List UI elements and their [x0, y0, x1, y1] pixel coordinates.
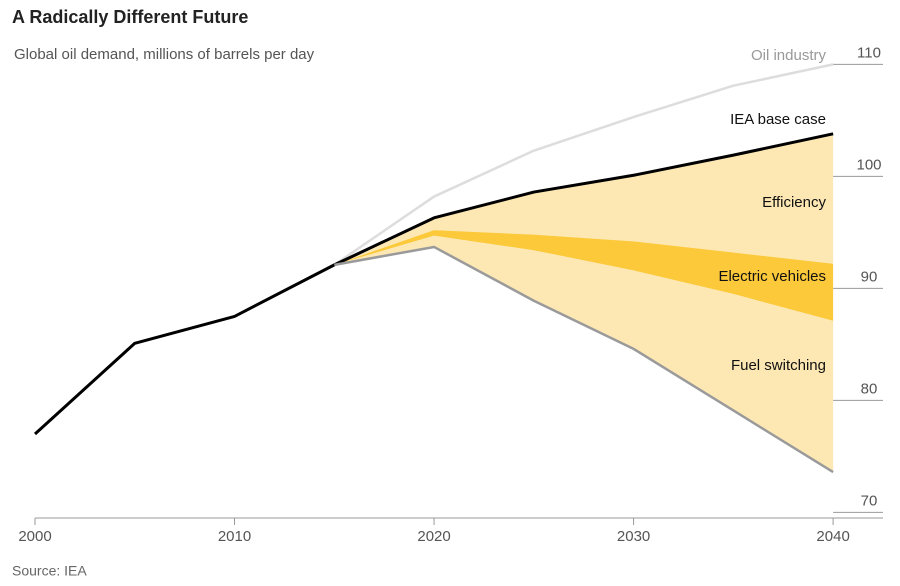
band [334, 133, 834, 265]
y-tick-label: 110 [857, 44, 881, 61]
y-tick-label: 70 [861, 492, 878, 509]
band [334, 230, 834, 321]
x-tick-label: 2040 [816, 528, 849, 545]
x-tick-label: 2010 [218, 528, 251, 545]
series-label: Electric vehicles [718, 268, 826, 285]
x-tick-label: 2000 [18, 528, 51, 545]
source: Source: IEA [12, 563, 87, 579]
line [33, 132, 834, 436]
line [334, 245, 834, 474]
y-tick-label: 80 [861, 380, 878, 397]
x-tick-label: 2030 [617, 528, 650, 545]
series-label: IEA base case [730, 111, 826, 128]
chart-subtitle: Global oil demand, millions of barrels p… [14, 46, 315, 63]
y-tick-label: 100 [856, 156, 881, 173]
x-tick-label: 2020 [417, 528, 450, 545]
chart-title: A Radically Different Future [12, 7, 248, 27]
band [334, 235, 834, 473]
line [333, 63, 834, 266]
series-label: Oil industry [751, 47, 827, 64]
series-label: Fuel switching [731, 357, 826, 374]
y-tick-label: 90 [861, 268, 878, 285]
series-label: Efficiency [762, 194, 826, 211]
